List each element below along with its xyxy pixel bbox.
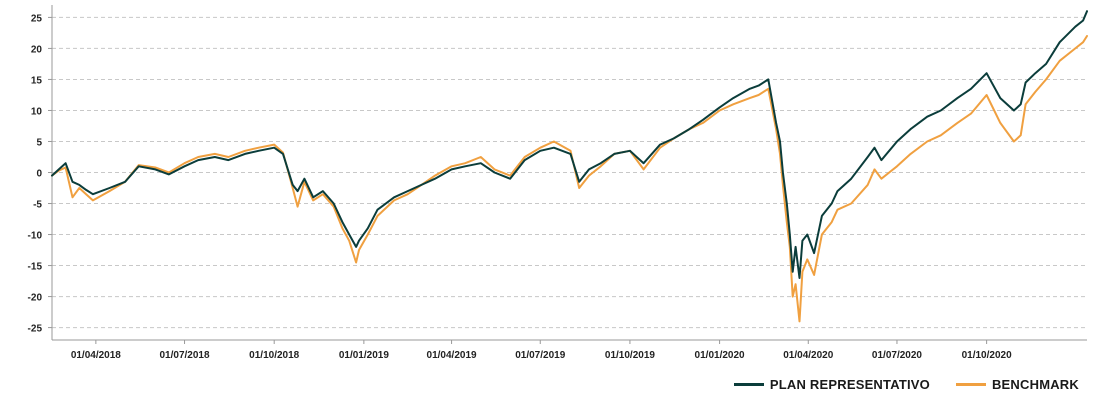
series-line-benchmark <box>51 35 1088 323</box>
x-tick-label: 01/10/2020 <box>962 350 1012 361</box>
y-tick-label: -5 <box>33 200 42 211</box>
x-tick-label: 01/10/2019 <box>605 350 655 361</box>
x-tick-label: 01/04/2020 <box>783 350 833 361</box>
x-tick-label: 01/01/2019 <box>339 350 389 361</box>
x-axis-tick-labels: 01/04/2018 01/07/2018 01/10/2018 01/01/2019… <box>71 350 1012 361</box>
y-tick-label: -10 <box>28 231 43 242</box>
x-tick-label: 01/04/2019 <box>427 350 477 361</box>
y-tick-label: -15 <box>28 262 43 273</box>
y-tick-label: 5 <box>36 137 42 148</box>
legend-item-benchmark: BENCHMARK <box>955 377 1079 392</box>
x-tick-label: 01/07/2020 <box>872 350 922 361</box>
legend-label-benchmark: BENCHMARK <box>991 377 1079 392</box>
y-tick-label: 25 <box>31 13 43 24</box>
legend: PLAN REPRESENTATIVO BENCHMARK <box>733 377 1079 392</box>
series-lines <box>51 10 1088 323</box>
x-tick-label: 01/07/2019 <box>515 350 565 361</box>
y-tick-label: 10 <box>31 106 43 117</box>
gridlines <box>52 16 1087 329</box>
x-tick-label: 01/01/2020 <box>695 350 745 361</box>
y-tick-label: -20 <box>28 293 43 304</box>
axes <box>48 5 1087 344</box>
x-tick-label: 01/07/2018 <box>160 350 210 361</box>
series-line-plan-representativo <box>51 10 1088 279</box>
y-tick-label: -25 <box>28 324 43 335</box>
y-tick-label: 20 <box>31 44 43 55</box>
y-tick-label: 15 <box>31 75 43 86</box>
x-tick-label: 01/10/2018 <box>249 350 299 361</box>
legend-swatch-plan <box>733 383 764 386</box>
legend-label-plan: PLAN REPRESENTATIVO <box>769 377 930 392</box>
legend-item-plan: PLAN REPRESENTATIVO <box>733 377 930 392</box>
x-tick-label: 01/04/2018 <box>71 350 121 361</box>
y-axis-tick-labels: -25 -20 -15 -10 -5 0 5 10 15 20 25 <box>28 13 43 334</box>
legend-swatch-benchmark <box>955 383 986 386</box>
y-tick-label: 0 <box>36 169 42 180</box>
